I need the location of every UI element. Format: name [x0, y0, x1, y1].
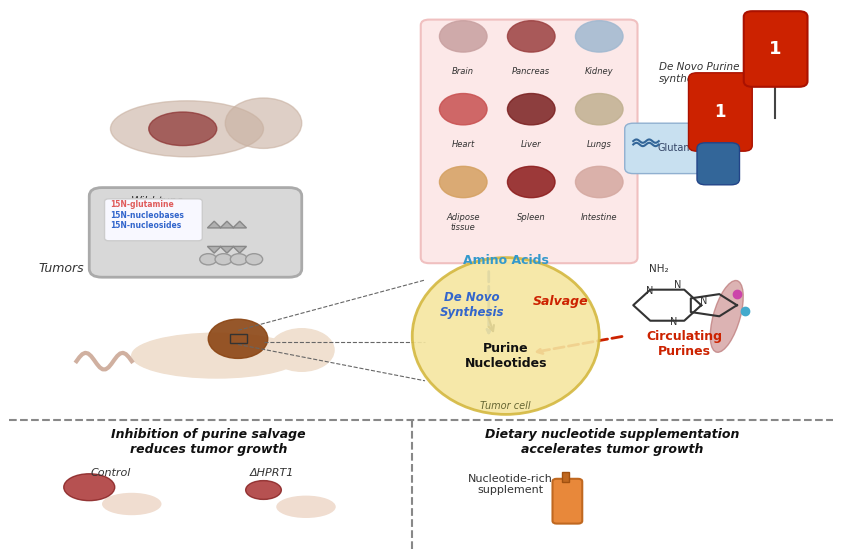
- Polygon shape: [207, 221, 221, 228]
- Text: Purine
Nucleotides: Purine Nucleotides: [464, 342, 547, 370]
- Text: N: N: [670, 317, 677, 327]
- Ellipse shape: [276, 496, 336, 518]
- Ellipse shape: [412, 258, 599, 414]
- Text: Amino Acids: Amino Acids: [462, 254, 549, 267]
- Polygon shape: [220, 221, 234, 228]
- Text: Intestine: Intestine: [581, 213, 617, 222]
- FancyBboxPatch shape: [89, 188, 302, 277]
- Circle shape: [439, 94, 487, 125]
- Text: 1: 1: [714, 103, 726, 121]
- Text: N: N: [646, 286, 654, 296]
- FancyBboxPatch shape: [552, 479, 582, 524]
- Circle shape: [439, 166, 487, 198]
- Text: De Novo
Synthesis: De Novo Synthesis: [439, 291, 504, 319]
- Polygon shape: [220, 246, 234, 253]
- Text: Tumor cell: Tumor cell: [480, 401, 531, 411]
- Circle shape: [215, 254, 232, 265]
- Circle shape: [439, 21, 487, 52]
- FancyBboxPatch shape: [688, 73, 752, 151]
- Text: 1: 1: [769, 40, 781, 58]
- Ellipse shape: [132, 333, 302, 378]
- Polygon shape: [233, 221, 246, 228]
- FancyBboxPatch shape: [697, 143, 740, 185]
- Circle shape: [230, 254, 247, 265]
- Bar: [230, 334, 246, 343]
- Text: Liver: Liver: [521, 140, 541, 149]
- Text: Adipose
tissue: Adipose tissue: [446, 213, 480, 232]
- Text: Nucleotide-rich
supplement: Nucleotide-rich supplement: [468, 474, 552, 495]
- Circle shape: [269, 329, 334, 371]
- Text: N: N: [674, 281, 682, 291]
- Circle shape: [507, 166, 555, 198]
- Text: Lungs: Lungs: [586, 140, 612, 149]
- Ellipse shape: [711, 281, 743, 352]
- FancyBboxPatch shape: [744, 11, 808, 87]
- Text: Salvage: Salvage: [533, 295, 589, 308]
- Ellipse shape: [246, 480, 281, 500]
- Text: 15N-nucleobases: 15N-nucleobases: [110, 211, 184, 220]
- Text: De Novo Purine
synthesis: De Novo Purine synthesis: [659, 62, 740, 83]
- Ellipse shape: [149, 112, 217, 146]
- Ellipse shape: [110, 101, 264, 157]
- Polygon shape: [207, 246, 221, 253]
- FancyBboxPatch shape: [105, 199, 202, 241]
- FancyBboxPatch shape: [625, 123, 727, 174]
- FancyBboxPatch shape: [421, 20, 638, 263]
- Text: Spleen: Spleen: [517, 213, 546, 222]
- Text: Control: Control: [90, 468, 131, 478]
- Text: Kidney: Kidney: [585, 67, 614, 76]
- Circle shape: [208, 319, 268, 358]
- Text: NH₂: NH₂: [649, 264, 668, 274]
- Text: 15N-glutamine: 15N-glutamine: [110, 200, 174, 209]
- Circle shape: [575, 166, 623, 198]
- Circle shape: [246, 254, 263, 265]
- Text: Dietary nucleotide supplementation
accelerates tumor growth: Dietary nucleotide supplementation accel…: [484, 428, 740, 456]
- Circle shape: [507, 21, 555, 52]
- Circle shape: [225, 98, 302, 148]
- Text: Brain: Brain: [452, 67, 474, 76]
- Text: Inhibition of purine salvage
reduces tumor growth: Inhibition of purine salvage reduces tum…: [111, 428, 305, 456]
- Text: Wild-type
mouse: Wild-type mouse: [131, 196, 184, 218]
- Circle shape: [200, 254, 217, 265]
- Circle shape: [575, 21, 623, 52]
- Circle shape: [575, 94, 623, 125]
- Polygon shape: [233, 246, 246, 253]
- Text: Circulating
Purines: Circulating Purines: [646, 330, 722, 358]
- Ellipse shape: [102, 493, 162, 515]
- Ellipse shape: [64, 474, 115, 501]
- Bar: [562, 472, 569, 482]
- Circle shape: [507, 94, 555, 125]
- Text: ΔHPRT1: ΔHPRT1: [250, 468, 294, 478]
- Text: Tumors: Tumors: [38, 262, 84, 276]
- Text: 15N-nucleosides: 15N-nucleosides: [110, 221, 182, 230]
- Text: Pancreas: Pancreas: [513, 67, 550, 76]
- Text: Glutamine: Glutamine: [657, 143, 708, 153]
- Text: N: N: [700, 296, 707, 306]
- Text: Heart: Heart: [451, 140, 475, 149]
